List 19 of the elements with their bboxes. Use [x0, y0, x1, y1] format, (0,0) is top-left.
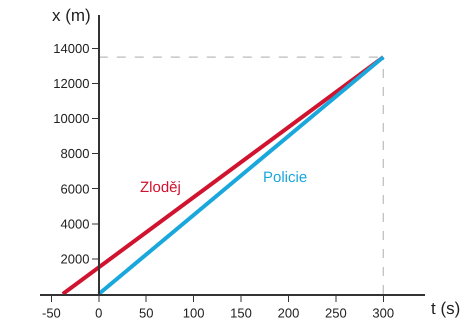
x-tick-label: 100: [182, 305, 204, 320]
x-tick-label: 50: [138, 305, 154, 320]
x-tick-label: 150: [230, 305, 252, 320]
y-tick-label: 4000: [60, 216, 90, 232]
y-tick-label: 10000: [53, 111, 90, 126]
y-tick-label: 8000: [60, 146, 90, 162]
series-label: Zloděj: [140, 179, 181, 196]
x-axis-title: t (s): [431, 299, 460, 318]
x-tick-label: 200: [278, 305, 300, 320]
y-tick-label: 2000: [60, 251, 90, 266]
x-tick-label: 0: [95, 305, 102, 320]
y-tick-label: 14000: [53, 40, 90, 56]
x-tick-label: 300: [372, 305, 394, 320]
y-tick-label: 12000: [53, 76, 90, 91]
series-label: Policie: [263, 169, 308, 186]
y-tick-label: 6000: [60, 181, 90, 196]
x-tick-label: -50: [42, 305, 61, 320]
y-axis-title: x (m): [52, 6, 91, 25]
x-tick-label: 250: [325, 305, 347, 320]
